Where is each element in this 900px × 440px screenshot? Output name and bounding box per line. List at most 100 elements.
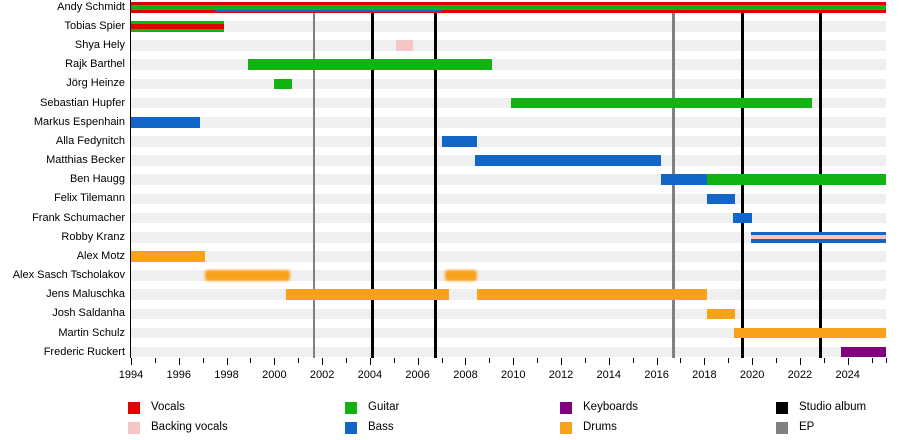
axis-tick (728, 358, 730, 363)
member-row-track (131, 251, 886, 262)
axis-year-label: 2002 (309, 369, 335, 381)
axis-year-label: 2008 (453, 369, 478, 381)
axis-tick (417, 358, 419, 365)
member-name-label: Andy Schmidt (57, 0, 125, 13)
member-row-track (131, 327, 886, 339)
axis-year-label: 2004 (357, 369, 383, 381)
axis-year-label: 2016 (644, 369, 669, 381)
axis-tick (226, 358, 228, 365)
member-name-label: Robby Kranz (61, 230, 125, 243)
legend-swatch-vocals (128, 402, 140, 414)
member-row-track (131, 21, 886, 32)
membership-bar-vocals (131, 24, 225, 29)
member-row-track (131, 346, 886, 358)
axis-tick (584, 358, 586, 363)
membership-bar-keyboards (840, 346, 886, 358)
membership-bar-bass (706, 193, 736, 205)
member-row-track (131, 78, 886, 90)
legend-swatch-guitar (345, 402, 357, 414)
member-row-track (131, 193, 886, 205)
member-name-label: Sebastian Hupfer (40, 96, 125, 109)
axis-tick (752, 358, 754, 365)
legend-swatch-bass (345, 422, 357, 434)
axis-year-label: 2018 (692, 369, 717, 381)
legend-label-drums: Drums (583, 421, 617, 433)
axis-tick (369, 358, 371, 365)
legend-swatch-keyboards (560, 402, 572, 414)
legend-label-bass: Bass (368, 421, 394, 433)
axis-tick (131, 358, 132, 365)
axis-year-label: 1996 (166, 369, 192, 381)
axis-year-label: 2020 (739, 369, 765, 381)
membership-bar-guitar (274, 78, 293, 90)
member-name-label: Matthias Becker (46, 154, 125, 167)
membership-bar-backing_vocals (396, 40, 413, 51)
studio-album-line (434, 2, 438, 358)
membership-bar-drums (131, 251, 206, 262)
member-name-label: Alex Motz (76, 249, 125, 262)
axis-tick (776, 358, 778, 363)
membership-bar-bass (475, 155, 662, 166)
member-row-track (131, 174, 886, 186)
legend-swatch-backing_vocals (128, 422, 140, 434)
studio-album-line (370, 2, 374, 358)
member-name-label: Frederic Ruckert (43, 345, 125, 358)
axis-tick (441, 358, 443, 363)
y-axis-line (129, 0, 131, 358)
axis-tick (632, 358, 634, 363)
axis-tick (465, 358, 467, 365)
ep-line (312, 2, 315, 358)
axis-tick (561, 358, 563, 365)
axis-tick (250, 358, 252, 363)
axis-year-label: 2022 (787, 369, 813, 381)
member-name-label: Josh Saldanha (52, 307, 125, 320)
legend-label-keyboards: Keyboards (583, 401, 638, 413)
legend-swatch-album (776, 402, 788, 414)
membership-bar-guitar (706, 174, 886, 186)
axis-year-label: 2024 (835, 369, 860, 381)
axis-tick (537, 358, 539, 363)
axis-tick (608, 358, 610, 365)
member-name-label: Jens Maluschka (46, 288, 125, 301)
axis-tick (871, 358, 873, 363)
membership-bar-drums (734, 327, 886, 339)
legend-swatch-ep (776, 422, 788, 434)
legend-label-album: Studio album (799, 401, 867, 413)
member-name-label: Ben Haugg (69, 173, 125, 186)
axis-year-label: 2006 (405, 369, 430, 381)
legend-label-vocals: Vocals (151, 401, 185, 413)
legend-label-backing_vocals: Backing vocals (151, 421, 228, 433)
membership-bar-bass (733, 212, 753, 224)
membership-bar-drums (706, 308, 736, 320)
member-name-label: Jörg Heinze (66, 77, 125, 90)
axis-tick (274, 358, 276, 365)
membership-bar-guitar (248, 59, 492, 71)
member-row-track (131, 97, 886, 109)
legend-label-guitar: Guitar (368, 401, 400, 413)
member-name-label: Frank Schumacher (32, 211, 125, 224)
axis-tick (298, 358, 300, 363)
axis-tick (178, 358, 180, 365)
member-name-label: Martin Schulz (58, 326, 125, 339)
member-name-label: Markus Espenhain (33, 115, 125, 128)
member-name-label: Rajk Barthel (65, 58, 125, 71)
membership-bar-drums (477, 289, 707, 300)
axis-tick (202, 358, 204, 363)
member-row-track (131, 40, 886, 51)
axis-tick (656, 358, 658, 365)
axis-tick (513, 358, 515, 365)
axis-tick (489, 358, 491, 363)
member-name-label: Alla Fedynitch (55, 134, 125, 147)
axis-tick (823, 358, 825, 363)
member-row-track (131, 231, 886, 243)
member-row-track (131, 136, 886, 147)
legend-label-ep: EP (799, 421, 815, 433)
member-row-track (131, 270, 886, 281)
axis-year-label: 2012 (548, 369, 574, 381)
axis-tick (847, 358, 849, 365)
member-name-label: Alex Sasch Tscholakov (12, 269, 125, 282)
axis-tick (322, 358, 324, 365)
member-name-label: Shya Hely (74, 39, 125, 52)
membership-bar-drums (445, 270, 478, 281)
